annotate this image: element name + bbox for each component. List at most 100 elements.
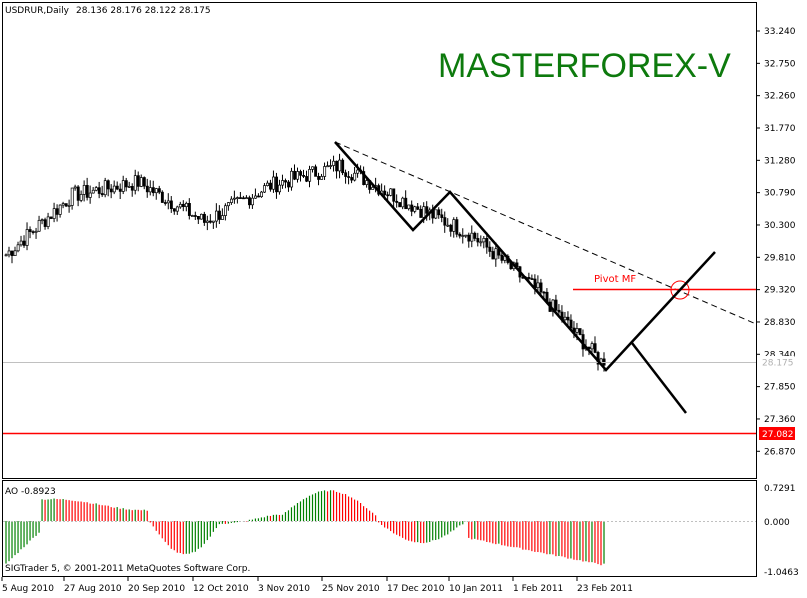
- candle-body: [37, 219, 41, 232]
- price-tick-label: 31.770: [764, 124, 796, 134]
- candle-body: [287, 181, 291, 188]
- candle-body: [401, 197, 405, 208]
- candle-body: [109, 188, 113, 193]
- candle-body: [43, 219, 47, 227]
- candle-body: [332, 160, 336, 166]
- candle-body: [398, 202, 402, 208]
- candle-body: [551, 299, 555, 312]
- symbol-label: USDRUR,Daily: [5, 6, 70, 16]
- candle-body: [136, 175, 140, 187]
- candle-body: [476, 238, 480, 243]
- candle-body: [22, 240, 26, 246]
- candle-body: [467, 234, 471, 242]
- candle-body: [245, 197, 248, 200]
- candle-body: [260, 191, 263, 198]
- candle-body: [94, 187, 98, 191]
- candle-body: [350, 177, 354, 181]
- watermark: MASTERFOREX-V: [438, 47, 731, 85]
- ao-label: AO -0.8923: [5, 487, 56, 497]
- candle-body: [413, 206, 417, 212]
- time-tick-label: 27 Aug 2010: [64, 584, 122, 594]
- candle-body: [16, 244, 20, 252]
- candle-body: [215, 210, 218, 222]
- candle-body: [488, 246, 492, 252]
- candle-body: [263, 185, 266, 193]
- ao-bars-layer: [5, 490, 605, 566]
- time-tick-label: 20 Sep 2010: [128, 584, 185, 594]
- candle-body: [455, 219, 459, 235]
- candle-body: [172, 208, 176, 212]
- candle-body: [121, 180, 125, 192]
- candle-body: [251, 197, 254, 206]
- pivot-circle: [670, 280, 690, 300]
- candle-body: [181, 203, 185, 208]
- time-tick-label: 5 Aug 2010: [2, 584, 54, 594]
- candle-body: [365, 180, 369, 185]
- candle-body: [148, 187, 152, 193]
- candle-body: [151, 187, 155, 194]
- current-price-label: 28.175: [762, 359, 794, 369]
- candle-body: [392, 188, 396, 202]
- candle-body: [293, 170, 297, 180]
- candle-body: [371, 187, 375, 190]
- candle-body: [28, 229, 32, 232]
- candle-body: [242, 197, 245, 200]
- level-label: 27.082: [762, 430, 794, 440]
- candle-body: [443, 217, 447, 226]
- candle-body: [557, 309, 561, 313]
- candle-body: [539, 282, 543, 293]
- candle-body: [230, 198, 233, 203]
- candle-body: [302, 174, 306, 177]
- candle-body: [7, 250, 11, 256]
- candle-body: [124, 180, 128, 188]
- candle-body: [133, 175, 137, 191]
- candle-body: [308, 169, 312, 182]
- candle-body: [575, 328, 579, 333]
- candle-body: [236, 197, 239, 199]
- candle-body: [440, 214, 444, 218]
- candle-body: [91, 189, 95, 194]
- candle-body: [239, 197, 242, 199]
- candle-body: [154, 188, 158, 194]
- candle-body: [314, 166, 318, 177]
- candle-body: [139, 177, 143, 187]
- candle-body: [130, 186, 134, 191]
- candle-body: [272, 176, 275, 190]
- price-tick-label: 33.240: [764, 27, 796, 37]
- candle-body: [347, 176, 351, 178]
- price-tick-label: 30.300: [764, 221, 796, 231]
- candle-body: [82, 185, 86, 195]
- candle-body: [221, 215, 224, 220]
- candle-body: [248, 197, 251, 206]
- candle-body: [40, 219, 44, 222]
- candle-body: [473, 232, 477, 239]
- candle-body: [269, 182, 272, 190]
- main-chart-frame: [2, 2, 757, 479]
- candle-body: [281, 180, 285, 186]
- price-axis: 33.240 32.750 32.260 31.770 31.280 30.790 30.3…: [756, 27, 796, 457]
- candle-body: [446, 224, 450, 227]
- candle-body: [311, 166, 315, 170]
- candle-body: [169, 200, 173, 209]
- candle-body: [323, 166, 327, 177]
- ao-tick-top: 0.7291: [764, 484, 796, 494]
- candle-body: [205, 220, 209, 223]
- candle-body: [25, 229, 29, 246]
- candle-body: [190, 215, 194, 217]
- time-tick-label: 25 Nov 2010: [322, 584, 380, 594]
- candle-body: [389, 188, 393, 196]
- candle-body: [218, 210, 221, 220]
- price-tick-label: 32.750: [764, 59, 796, 69]
- price-tick-label: 28.830: [764, 318, 796, 328]
- time-tick-label: 3 Nov 2010: [258, 584, 310, 594]
- candle-body: [257, 195, 260, 198]
- candle-body: [211, 220, 215, 223]
- candle-body: [118, 188, 122, 192]
- price-tick-label: 26.870: [764, 447, 796, 457]
- candle-body: [127, 186, 131, 188]
- candle-body: [329, 165, 333, 167]
- candle-body: [67, 205, 71, 207]
- candle-body: [278, 184, 282, 193]
- ao-panel-frame: [2, 480, 757, 577]
- copyright: SIGTrader 5, © 2001-2011 MetaQuotes Soft…: [5, 564, 250, 574]
